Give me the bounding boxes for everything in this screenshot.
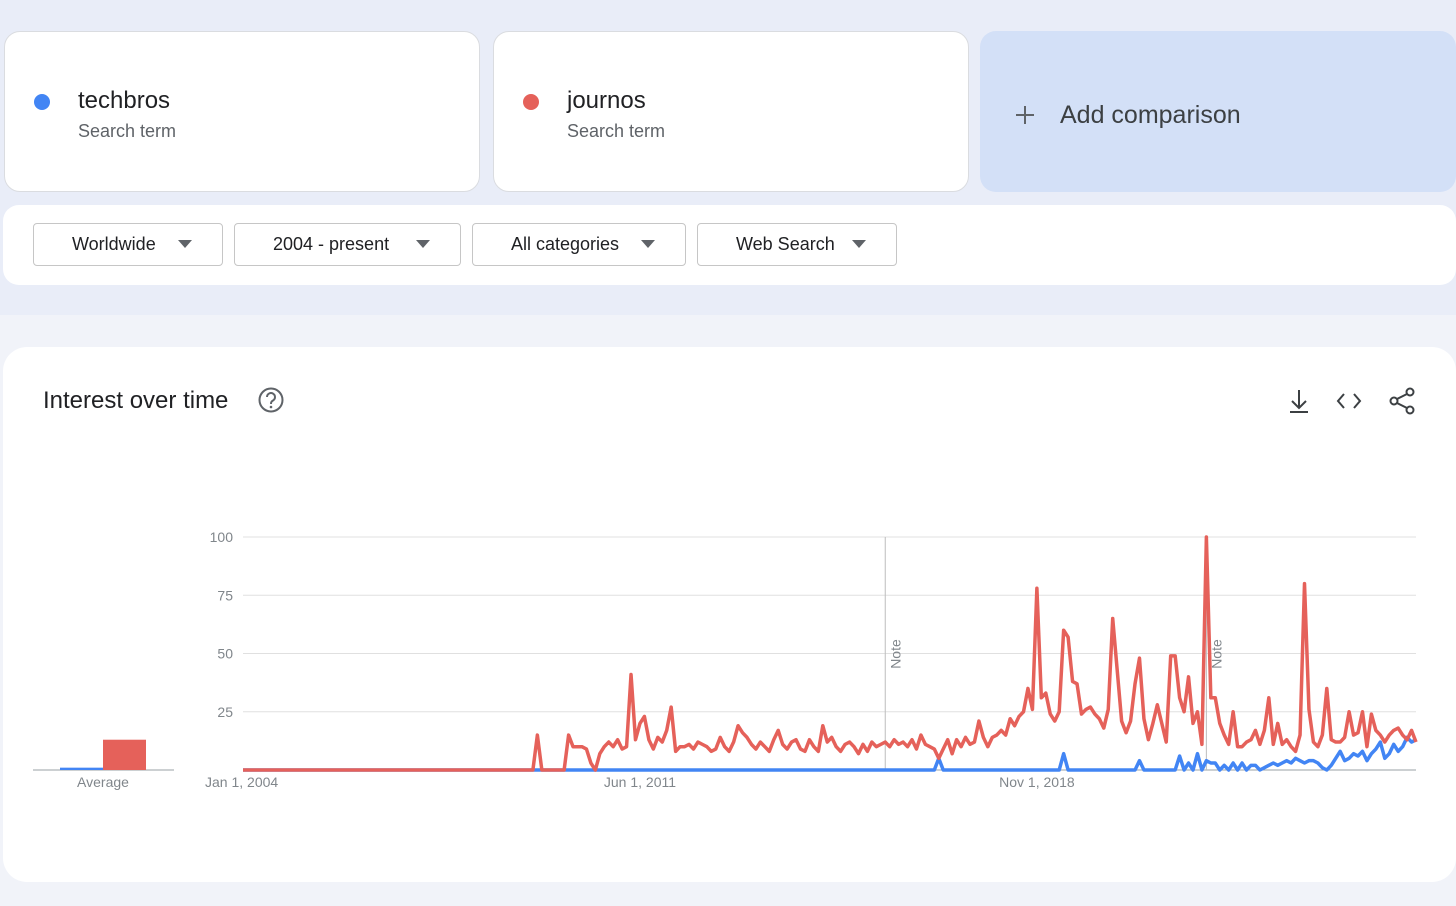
x-tick-label: Jun 1, 2011: [604, 774, 676, 790]
term-type: Search term: [567, 121, 666, 141]
add-comparison-label: Add comparison: [1060, 101, 1241, 129]
help-icon[interactable]: [258, 387, 284, 413]
term-name: journos: [567, 87, 646, 114]
panel-title: Interest over time: [43, 387, 229, 414]
x-tick-label: Jan 1, 2004: [205, 774, 278, 790]
average-bar: [60, 767, 103, 770]
series-line: [243, 735, 1417, 772]
filter-button[interactable]: All categories: [472, 223, 686, 266]
term-dot: [523, 94, 539, 110]
filter-bar: Worldwide 2004 - present All categories …: [3, 205, 1456, 285]
filter-button[interactable]: Worldwide: [33, 223, 223, 266]
interest-panel: 25 50 75 100 Jan 1, 2004 Jun 1, 2011 Nov 1, 20…: [3, 347, 1456, 882]
filter-label: 2004 - present: [273, 234, 390, 254]
chart: 25 50 75 100 Jan 1, 2004 Jun 1, 2011 Nov 1, 20…: [33, 387, 1418, 790]
term-type: Search term: [78, 121, 177, 141]
share-icon[interactable]: [1389, 387, 1415, 415]
note-label: Note: [1208, 639, 1224, 669]
download-icon[interactable]: [1290, 390, 1308, 413]
dropdown-arrow: [641, 240, 655, 248]
filter-label: Web Search: [736, 234, 835, 254]
filter-button[interactable]: 2004 - present: [234, 223, 461, 266]
embed-icon[interactable]: [1336, 393, 1362, 409]
filter-label: Worldwide: [72, 234, 156, 254]
average-bar: [103, 739, 146, 770]
term-name: techbros: [78, 87, 171, 114]
y-tick-label: 75: [217, 587, 233, 603]
add-comparison[interactable]: Add comparison: [980, 31, 1456, 192]
note-label: Note: [887, 639, 903, 669]
y-tick-label: 100: [210, 529, 234, 545]
term-card[interactable]: techbros Search term: [4, 31, 480, 192]
y-tick-label: 50: [217, 646, 233, 662]
x-tick-label: Nov 1, 2018: [999, 774, 1075, 790]
series-line: [243, 535, 1418, 772]
dropdown-arrow: [178, 240, 192, 248]
filter-label: All categories: [511, 234, 620, 254]
average-label: Average: [77, 774, 129, 790]
term-dot: [34, 94, 50, 110]
header-area: techbros Search term journos Search term…: [0, 0, 1456, 315]
y-tick-label: 25: [217, 704, 233, 720]
dropdown-arrow: [416, 240, 430, 248]
filter-button[interactable]: Web Search: [697, 223, 897, 266]
plus-icon: [1016, 106, 1034, 124]
dropdown-arrow: [852, 240, 866, 248]
term-card[interactable]: journos Search term: [493, 31, 969, 192]
